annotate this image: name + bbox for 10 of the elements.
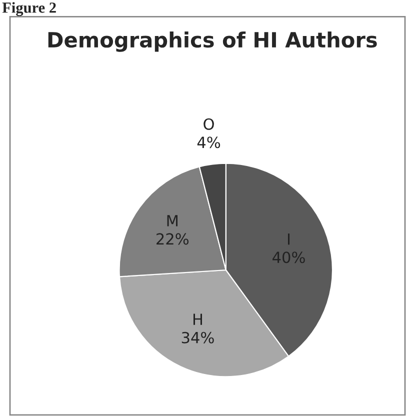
- data-label: 22%: [156, 233, 189, 245]
- data-label: 34%: [182, 332, 214, 344]
- caption: Figure 2: [2, 2, 56, 16]
- chart-title: Demographics of HI Authors: [48, 32, 377, 52]
- data-label: 4%: [197, 136, 220, 148]
- slice-label: M: [167, 215, 178, 226]
- slice-label: H: [193, 314, 202, 325]
- data-label: 40%: [272, 252, 305, 264]
- slice-label: I: [288, 234, 290, 245]
- slice-label: O: [204, 118, 214, 130]
